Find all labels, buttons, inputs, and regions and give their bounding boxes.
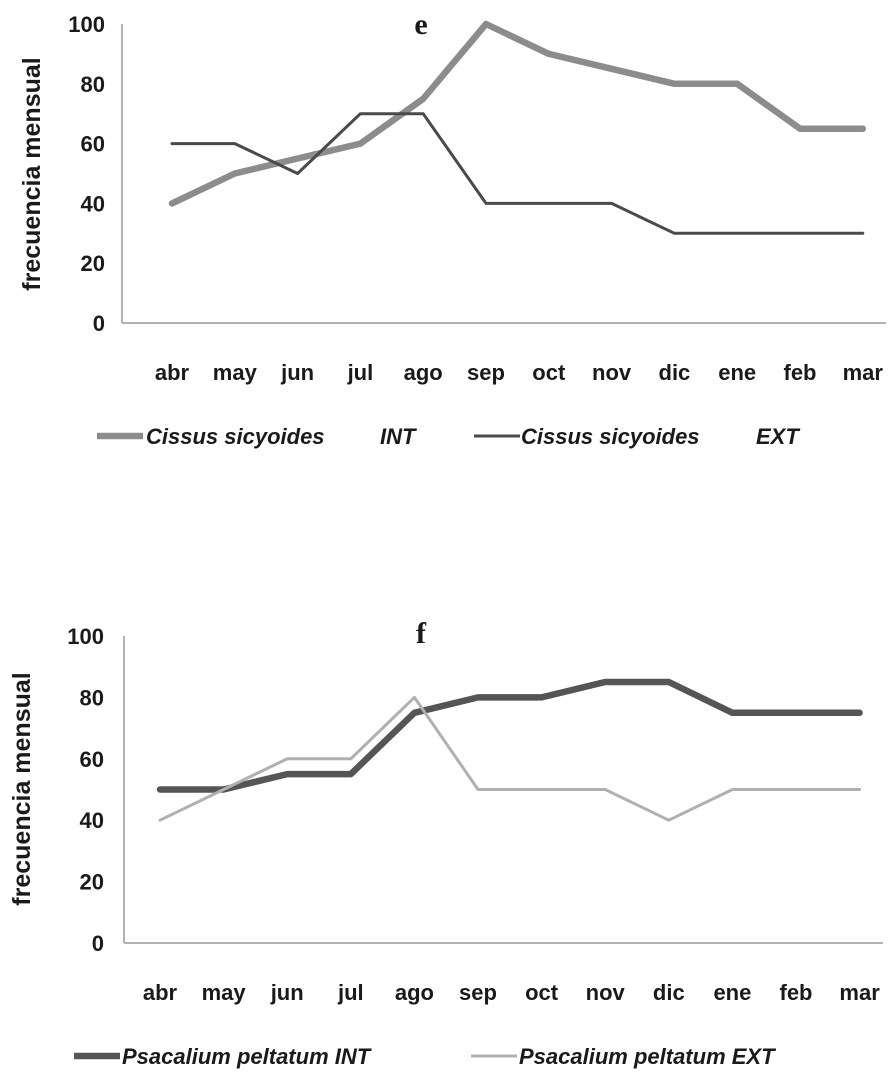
legend-suffix-0: INT	[380, 424, 417, 449]
chart-panel-f: f frecuencia mensual 0 20 40 60 80 100 abr may…	[8, 617, 883, 1069]
x-tick-label: mar	[839, 980, 880, 1005]
chart-panel-e: e frecuencia mensual 0 20 40 60 80 100 abr may…	[18, 8, 886, 449]
x-tick-label: oct	[532, 360, 566, 385]
legend-label-0: Cissus sicyoides	[146, 424, 325, 449]
x-tick-label: feb	[780, 980, 813, 1005]
x-tick-label: abr	[155, 360, 190, 385]
legend-suffix-1: EXT	[756, 424, 800, 449]
x-tick-label: jul	[347, 360, 374, 385]
x-tick-labels: abr may jun jul ago sep oct nov dic ene feb mar	[143, 980, 880, 1005]
series-layer	[168, 20, 867, 235]
y-tick-label: 100	[68, 12, 105, 37]
y-tick-label: 80	[80, 685, 104, 710]
x-tick-label: sep	[459, 980, 497, 1005]
y-tick-label: 0	[92, 931, 104, 956]
x-tick-label: jul	[337, 980, 364, 1005]
y-tick-label: 40	[80, 808, 104, 833]
x-tick-label: feb	[784, 360, 817, 385]
x-tick-label: nov	[586, 980, 626, 1005]
x-tick-label: ene	[713, 980, 751, 1005]
x-tick-label: ago	[404, 360, 443, 385]
panel-title: f	[416, 617, 427, 650]
legend: Cissus sicyoides INT Cissus sicyoides EX…	[97, 424, 800, 449]
legend-label-1: Psacalium peltatum EXT	[519, 1044, 776, 1069]
series-line-1	[170, 112, 865, 235]
series-layer	[156, 678, 863, 822]
series-line-0	[156, 678, 863, 793]
series-line-0	[168, 20, 867, 207]
legend: Psacalium peltatum INT Psacalium peltatu…	[74, 1044, 776, 1069]
y-tick-label: 20	[80, 870, 104, 895]
panel-title: e	[414, 8, 427, 41]
y-tick-label: 60	[81, 132, 105, 157]
series-line-1	[158, 695, 862, 822]
x-tick-label: ago	[395, 980, 434, 1005]
x-tick-label: nov	[592, 360, 632, 385]
legend-item-0: Cissus sicyoides INT	[97, 424, 417, 449]
legend-label-0: Psacalium peltatum INT	[122, 1044, 372, 1069]
x-tick-label: dic	[659, 360, 691, 385]
legend-item-1: Cissus sicyoides EXT	[474, 424, 800, 449]
x-tick-label: may	[213, 360, 258, 385]
legend-item-0: Psacalium peltatum INT	[74, 1044, 372, 1069]
y-tick-label: 20	[81, 251, 105, 276]
x-tick-labels: abr may jun jul ago sep oct nov dic ene feb mar	[155, 360, 884, 385]
x-tick-label: jun	[280, 360, 314, 385]
x-tick-label: oct	[525, 980, 559, 1005]
legend-item-1: Psacalium peltatum EXT	[471, 1044, 776, 1069]
x-tick-label: mar	[843, 360, 884, 385]
x-tick-label: ene	[718, 360, 756, 385]
y-tick-label: 100	[67, 624, 104, 649]
x-tick-label: may	[202, 980, 247, 1005]
legend-label-1: Cissus sicyoides	[521, 424, 700, 449]
y-tick-label: 80	[81, 72, 105, 97]
y-tick-label: 60	[80, 747, 104, 772]
y-tick-label: 40	[81, 191, 105, 216]
y-axis-title: frecuencia mensual	[18, 57, 46, 290]
y-tick-label: 0	[93, 311, 105, 336]
y-axis-title: frecuencia mensual	[8, 672, 36, 905]
x-tick-label: sep	[467, 360, 505, 385]
x-tick-label: dic	[653, 980, 685, 1005]
y-tick-labels: 0 20 40 60 80 100	[67, 624, 104, 956]
x-tick-label: jun	[270, 980, 304, 1005]
x-tick-label: abr	[143, 980, 178, 1005]
y-tick-labels: 0 20 40 60 80 100	[68, 12, 105, 336]
